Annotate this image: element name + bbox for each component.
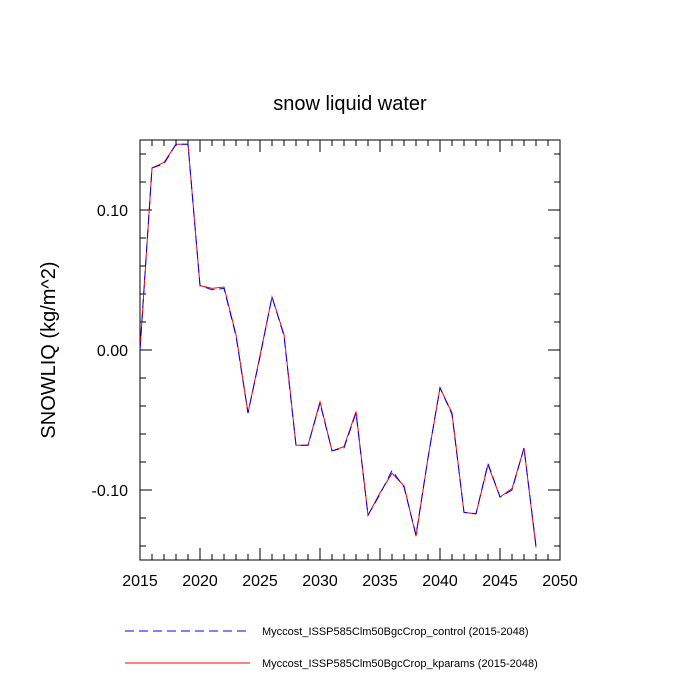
x-tick-label: 2045: [482, 573, 518, 590]
x-tick-label: 2035: [362, 573, 398, 590]
x-tick-label: 2025: [242, 573, 278, 590]
legend: Myccost_ISSP585Clm50BgcCrop_control (201…: [125, 626, 538, 670]
legend-label: Myccost_ISSP585Clm50BgcCrop_kparams (201…: [262, 658, 538, 670]
y-tick-label: 0.10: [97, 203, 128, 220]
x-tick-label: 2040: [422, 573, 458, 590]
x-tick-label: 2050: [542, 573, 578, 590]
x-tick-label: 2015: [122, 573, 158, 590]
series-lines: [139, 143, 537, 548]
axis-tick-labels: 2015 2020 2025 2030 2035 2040 2045 2050 -0.10 0.0…: [92, 203, 578, 590]
plot-area-frame: [139, 139, 561, 561]
series-line-control: [139, 143, 537, 547]
axis-ticks: [139, 140, 561, 560]
y-axis-label-group: SNOWLIQ (kg/m^2): [38, 261, 60, 438]
series-line-kparams: [139, 143, 537, 548]
chart-title: snow liquid water: [273, 93, 427, 115]
y-tick-label: 0.00: [97, 343, 128, 360]
y-tick-label: -0.10: [92, 483, 129, 500]
x-tick-label: 2030: [302, 573, 338, 590]
x-tick-label: 2020: [182, 573, 218, 590]
legend-label: Myccost_ISSP585Clm50BgcCrop_control (201…: [262, 626, 529, 638]
y-axis-label: SNOWLIQ (kg/m^2): [38, 261, 60, 438]
